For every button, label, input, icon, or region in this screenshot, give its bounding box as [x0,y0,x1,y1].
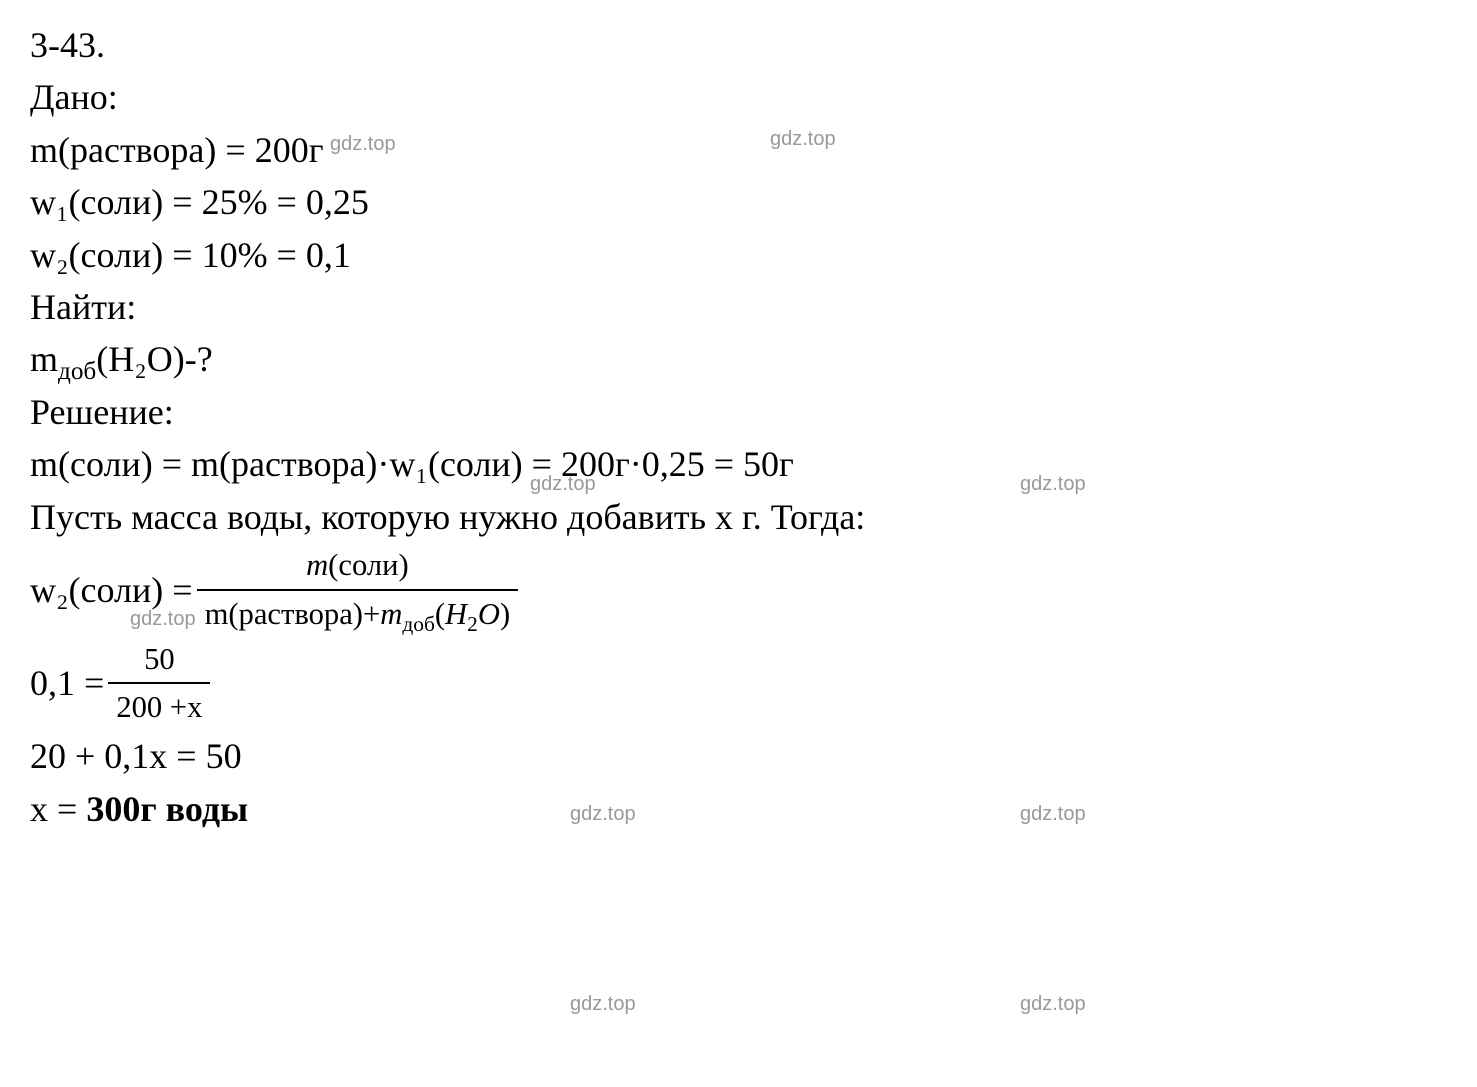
eq1-num-suffix: (соли) [328,548,409,582]
given-w2-salt: w₂(соли) = 10% = 0,1 [30,230,1447,280]
eq1-numerator: m(соли) [197,544,519,591]
eq2-left: 0,1 = [30,658,104,708]
eq2-fraction: 50 200 +x [108,638,210,730]
solution-line5: 20 + 0,1x = 50 [30,731,1447,781]
solution-line1: m(соли) = m(раствора)·w₁(соли) = 200г·0,… [30,439,1447,489]
eq1-denom-h: H [445,597,467,631]
eq1-num-m: m [306,548,328,582]
solution-eq1: w₂(соли) = m(соли) m(раствора)+mдоб(H2O) [30,544,1447,636]
eq1-denom-part2: ( [435,597,445,631]
watermark: gdz.top [570,990,636,1018]
find-label: Найти: [30,282,1447,332]
find-suffix: (H₂O)-? [96,339,213,379]
given-w1-salt: w₁(соли) = 25% = 0,25 [30,177,1447,227]
eq1-denom-part1: m(раствора)+ [205,597,381,631]
solution-line2: Пусть масса воды, которую нужно добавить… [30,492,1447,542]
eq1-fraction: m(соли) m(раствора)+mдоб(H2O) [197,544,519,636]
problem-number: 3-43. [30,20,1447,70]
eq1-left: w₂(соли) = [30,565,193,615]
eq1-denom-m: m [380,597,402,631]
eq1-denom-close: ) [500,597,510,631]
eq2-numerator: 50 [108,638,210,685]
eq1-denom-o: O [478,597,500,631]
find-expression: mдоб(H₂O)-? [30,334,1447,384]
eq2-denominator: 200 +x [108,684,210,729]
given-mass-solution: m(раствора) = 200г [30,125,1447,175]
line6-prefix: x = [30,789,86,829]
watermark: gdz.top [1020,990,1086,1018]
given-label: Дано: [30,72,1447,122]
line6-answer: 300г воды [86,789,248,829]
eq1-denom-sub: доб [402,612,435,636]
solution-eq2: 0,1 = 50 200 +x [30,638,1447,730]
solution-line6: x = 300г воды [30,784,1447,834]
find-prefix: m [30,339,58,379]
eq1-denominator: m(раствора)+mдоб(H2O) [197,591,519,636]
eq1-denom-2: 2 [467,612,478,636]
find-subscript: доб [58,359,96,386]
solution-label: Решение: [30,387,1447,437]
